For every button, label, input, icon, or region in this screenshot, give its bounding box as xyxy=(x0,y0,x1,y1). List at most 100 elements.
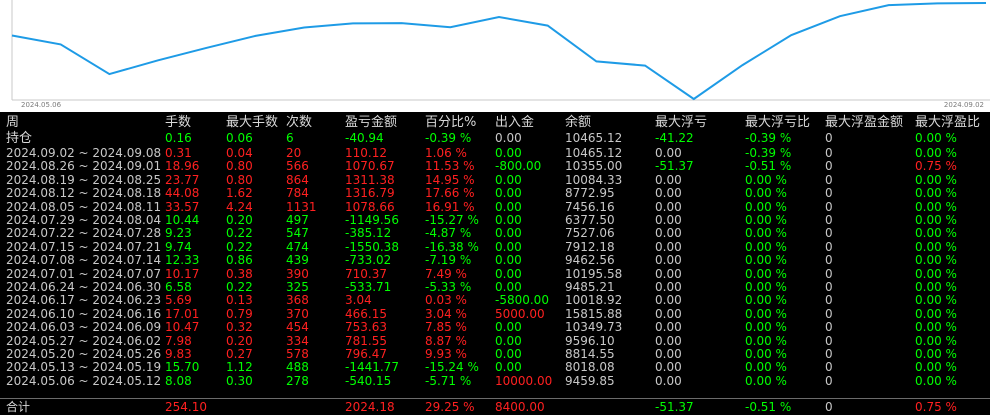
table-row: 2024.07.15 ~ 2024.07.21 9.74 0.22 474 -1550.… xyxy=(0,239,990,254)
header-percent: 百分比% xyxy=(425,115,477,130)
cell-max-float-profit: 0 xyxy=(825,253,833,268)
holding-max-float-profit: 0 xyxy=(825,131,833,145)
cell-lots: 33.57 xyxy=(165,199,200,214)
cell-lots: 44.08 xyxy=(165,186,200,201)
cell-percent: -15.24 % xyxy=(425,360,479,375)
cell-pnl: -533.71 xyxy=(345,280,392,294)
cell-count: 368 xyxy=(286,293,309,308)
cell-max-float-loss: 0.00 xyxy=(655,293,682,308)
cell-week: 2024.09.02 ~ 2024.09.08 xyxy=(6,146,162,160)
cell-max-lots: 0.22 xyxy=(226,280,253,294)
cell-pnl: 3.04 xyxy=(345,293,372,308)
cell-lots: 15.70 xyxy=(165,360,200,375)
header-max-float-loss: 最大浮亏 xyxy=(655,115,708,130)
table-row: 2024.05.06 ~ 2024.05.12 8.08 0.30 278 -540.1… xyxy=(0,373,990,388)
equity-series-line xyxy=(11,2,987,101)
cell-max-float-profit: 0 xyxy=(825,146,833,160)
cell-lots: 10.17 xyxy=(165,266,200,281)
cell-max-lots: 0.38 xyxy=(226,266,253,281)
total-max-float-loss-pct: -0.51 % xyxy=(745,400,792,414)
cell-max-lots: 0.86 xyxy=(226,253,253,268)
cell-max-lots: 0.32 xyxy=(226,320,253,335)
cell-max-float-profit: 0 xyxy=(825,306,833,321)
cell-max-float-loss: 0.00 xyxy=(655,239,682,254)
header-count: 次数 xyxy=(286,115,313,130)
cell-pnl: -1550.38 xyxy=(345,239,399,254)
cell-max-float-loss-pct: 0.00 % xyxy=(745,186,787,201)
holding-lots: 0.16 xyxy=(165,131,192,145)
cell-week: 2024.08.19 ~ 2024.08.25 xyxy=(6,172,162,187)
cell-pnl: 1311.38 xyxy=(345,172,395,187)
cell-pnl: 796.47 xyxy=(345,347,387,361)
cell-balance: 10349.73 xyxy=(565,320,623,335)
cell-count: 439 xyxy=(286,253,309,268)
cell-flow: 0.00 xyxy=(495,333,522,348)
cell-week: 2024.07.01 ~ 2024.07.07 xyxy=(6,266,162,281)
equity-chart-svg xyxy=(11,0,990,101)
cell-balance: 9459.85 xyxy=(565,373,615,388)
cell-max-float-profit: 0 xyxy=(825,373,833,388)
header-balance: 余额 xyxy=(565,115,592,130)
cell-max-float-profit-pct: 0.00 % xyxy=(915,333,957,348)
cell-max-float-profit-pct: 0.00 % xyxy=(915,213,957,227)
cell-pnl: 1078.66 xyxy=(345,199,395,214)
cell-balance: 6377.50 xyxy=(565,213,615,227)
cell-max-lots: 0.20 xyxy=(226,213,253,227)
cell-week: 2024.05.27 ~ 2024.06.02 xyxy=(6,333,162,348)
cell-max-float-loss-pct: 0.00 % xyxy=(745,373,787,388)
cell-flow: 0.00 xyxy=(495,266,522,281)
cell-count: 784 xyxy=(286,186,309,201)
cell-lots: 9.74 xyxy=(165,239,192,254)
cell-max-float-profit: 0 xyxy=(825,266,833,281)
cell-flow: 10000.00 xyxy=(495,373,553,388)
cell-max-float-profit-pct: 0.00 % xyxy=(915,186,957,201)
cell-max-float-loss-pct: 0.00 % xyxy=(745,266,787,281)
cell-max-float-loss-pct: 0.00 % xyxy=(745,333,787,348)
cell-max-float-loss-pct: 0.00 % xyxy=(745,280,787,294)
cell-max-float-loss: 0.00 xyxy=(655,360,682,375)
cell-max-float-loss-pct: -0.39 % xyxy=(745,146,792,160)
cell-percent: -7.19 % xyxy=(425,253,472,268)
cell-pnl: 710.37 xyxy=(345,266,387,281)
cell-max-float-profit: 0 xyxy=(825,280,833,294)
cell-pnl: 1070.67 xyxy=(345,159,395,174)
total-label: 合计 xyxy=(6,400,31,414)
holding-balance: 10465.12 xyxy=(565,131,623,145)
cell-week: 2024.08.05 ~ 2024.08.11 xyxy=(6,199,162,214)
cell-pnl: 110.12 xyxy=(345,146,387,160)
cell-lots: 10.44 xyxy=(165,213,200,227)
cell-max-float-profit-pct: 0.00 % xyxy=(915,172,957,187)
cell-flow: 0.00 xyxy=(495,226,522,241)
cell-max-float-loss-pct: 0.00 % xyxy=(745,199,787,214)
cell-max-float-loss: 0.00 xyxy=(655,266,682,281)
cell-flow: 0.00 xyxy=(495,172,522,187)
cell-week: 2024.07.22 ~ 2024.07.28 xyxy=(6,226,162,241)
cell-count: 488 xyxy=(286,360,309,375)
cell-pnl: -540.15 xyxy=(345,373,392,388)
cell-max-float-loss: 0.00 xyxy=(655,373,682,388)
cell-lots: 17.01 xyxy=(165,306,200,321)
cell-max-float-loss: 0.00 xyxy=(655,280,682,294)
cell-lots: 7.98 xyxy=(165,333,192,348)
cell-balance: 7527.06 xyxy=(565,226,615,241)
cell-lots: 5.69 xyxy=(165,293,192,308)
cell-percent: 16.91 % xyxy=(425,199,475,214)
total-max-float-loss: -51.37 xyxy=(655,400,694,414)
table-row: 2024.08.26 ~ 2024.09.01 18.96 0.80 566 1070.… xyxy=(0,160,990,173)
cell-week: 2024.05.20 ~ 2024.05.26 xyxy=(6,347,162,361)
cell-count: 547 xyxy=(286,226,309,241)
cell-count: 497 xyxy=(286,213,309,227)
cell-max-lots: 0.80 xyxy=(226,159,253,174)
table-row: 2024.06.03 ~ 2024.06.09 10.47 0.32 454 753.6… xyxy=(0,321,990,334)
cell-max-float-loss-pct: 0.00 % xyxy=(745,347,787,361)
cell-max-float-loss: 0.00 xyxy=(655,172,682,187)
cell-max-float-profit-pct: 0.00 % xyxy=(915,320,957,335)
cell-max-float-loss-pct: 0.00 % xyxy=(745,226,787,241)
cell-percent: -16.38 % xyxy=(425,239,479,254)
cell-percent: -5.33 % xyxy=(425,280,472,294)
cell-max-float-profit: 0 xyxy=(825,199,833,214)
cell-count: 390 xyxy=(286,266,309,281)
table-row: 2024.05.27 ~ 2024.06.02 7.98 0.20 334 781.55… xyxy=(0,333,990,348)
cell-max-float-profit: 0 xyxy=(825,293,833,308)
holding-percent: -0.39 % xyxy=(425,131,472,145)
